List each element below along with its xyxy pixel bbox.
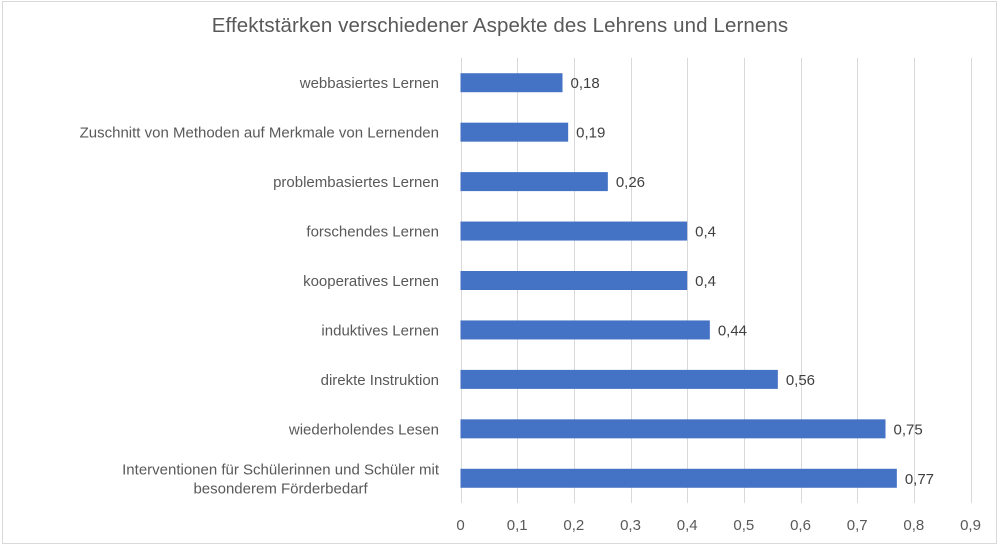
x-tick-label: 0,6: [790, 517, 811, 534]
bar: [460, 271, 688, 290]
category-label: direkte Instruktion: [321, 372, 439, 389]
category-labels: webbasiertes Lernen Zuschnitt von Methode…: [80, 75, 440, 497]
x-tick-label: 0,9: [960, 517, 981, 534]
data-label: 0,77: [905, 471, 934, 488]
x-tick-label: 0,3: [620, 517, 641, 534]
category-label-line: Interventionen für Schülerinnen und Schü…: [122, 461, 440, 478]
category-label: problembasiertes Lernen: [273, 174, 439, 191]
data-label: 0,26: [616, 174, 645, 191]
category-label: wiederholendes Lesen: [288, 421, 439, 438]
data-label: 0,56: [786, 372, 815, 389]
bar: [460, 221, 688, 241]
x-axis-tick-labels: 0 0,1 0,2 0,3 0,4 0,5 0,6 0,7 0,8 0,9: [456, 517, 981, 534]
category-label: Zuschnitt von Methoden auf Merkmale von …: [80, 125, 439, 142]
data-labels: 0,18 0,19 0,26 0,4 0,4 0,44 0,56 0,75 0,77: [571, 75, 935, 488]
category-label: induktives Lernen: [321, 322, 439, 339]
bar: [460, 122, 569, 142]
category-label: kooperatives Lernen: [303, 273, 439, 290]
x-tick-label: 0,1: [507, 517, 528, 534]
x-tick-label: 0,4: [677, 517, 698, 534]
bar: [460, 369, 778, 389]
category-label: forschendes Lernen: [306, 224, 439, 241]
bar: [460, 320, 710, 340]
x-tick-label: 0: [456, 517, 464, 534]
x-tick-label: 0,2: [563, 517, 584, 534]
x-tick-label: 0,5: [733, 517, 754, 534]
chart-title: Effektstärken verschiedener Aspekte des …: [211, 14, 789, 37]
data-label: 0,19: [576, 125, 605, 142]
x-tick-label: 0,8: [903, 517, 924, 534]
bar: [460, 73, 563, 93]
bars: [460, 73, 897, 488]
data-label: 0,18: [571, 75, 600, 92]
bar: [460, 419, 886, 439]
bar: [460, 468, 897, 488]
category-label: Interventionen für Schülerinnen und Schü…: [122, 461, 440, 497]
category-label-line: besonderem Förderbedarf: [193, 480, 368, 497]
bar: [460, 172, 608, 192]
data-label: 0,4: [695, 273, 716, 290]
data-label: 0,75: [894, 421, 923, 438]
data-label: 0,4: [695, 224, 716, 241]
data-label: 0,44: [718, 322, 747, 339]
x-tick-label: 0,7: [847, 517, 868, 534]
category-label: webbasiertes Lernen: [299, 75, 439, 92]
